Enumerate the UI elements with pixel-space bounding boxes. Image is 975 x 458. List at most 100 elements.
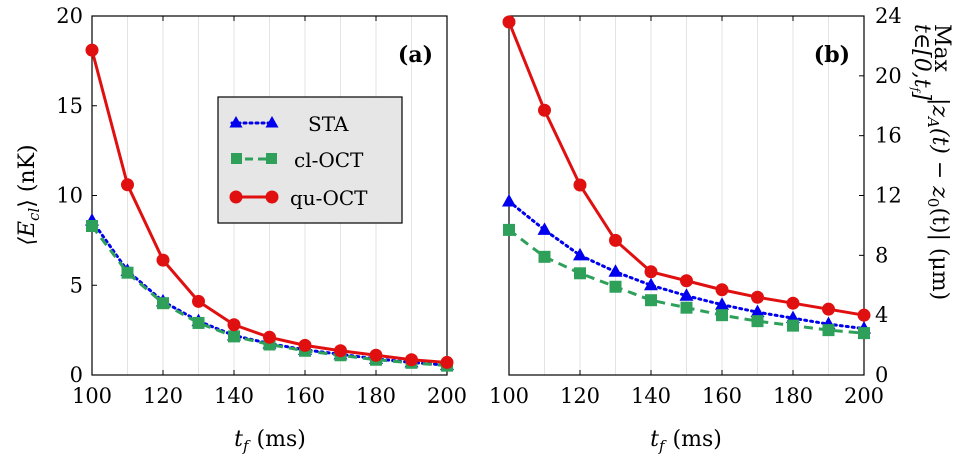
data-point-square <box>121 266 134 279</box>
y-axis-label-a-end: ⟩ (nK) <box>15 144 40 207</box>
x-tick-label: 160 <box>285 384 325 408</box>
data-point-circle <box>644 265 658 279</box>
data-point-triangle <box>679 288 694 301</box>
x-tick-label: 140 <box>631 384 671 408</box>
y-axis-label-b-expr-mid: (t) − z <box>927 128 952 198</box>
y-tick-label: 5 <box>70 273 83 297</box>
y-tick-label: 4 <box>875 303 888 327</box>
y-axis-label-b-expr-sub1: A <box>924 115 942 128</box>
y-axis-label-b-max-word: Max <box>929 24 954 73</box>
y-ticks-b: 0 4 8 12 16 20 24 <box>859 4 902 387</box>
y-tick-label: 16 <box>875 124 902 148</box>
legend-label-sta: STA <box>308 112 349 136</box>
data-point-circle <box>502 15 516 29</box>
y-axis-label-b-expr: |zA(t) − z0(t)| (μm) <box>924 98 952 300</box>
data-point-triangle <box>608 264 623 277</box>
data-point-square <box>503 223 515 236</box>
y-tick-label: 8 <box>875 243 888 267</box>
panel-a: 100 120 140 160 180 200 0 5 10 15 20 (a) tf (ms) ⟨… <box>15 4 467 455</box>
x-tick-label: 120 <box>143 384 183 408</box>
panel-label-b: (b) <box>814 42 850 68</box>
y-tick-label: 20 <box>875 64 902 88</box>
data-point-triangle <box>502 193 516 207</box>
y-axis-label-b-max: Max <box>929 24 954 73</box>
y-axis-label-a-sub: cl <box>25 208 43 221</box>
x-axis-label-b-var: t <box>650 427 659 452</box>
data-point-square <box>645 294 657 307</box>
data-point-square <box>192 316 205 329</box>
legend-marker-square <box>231 153 242 164</box>
legend-item-cl-oct: cl-OCT <box>231 148 364 172</box>
series-b <box>502 15 871 340</box>
y-axis-label-b-expr-main: |z <box>927 98 952 117</box>
data-point-circle <box>440 355 454 369</box>
data-point-circle <box>751 290 764 304</box>
y-axis-label-b: Max t∈[0,tf] |zA(t) − z0(t)| (μm) <box>909 24 954 300</box>
x-axis-label-a-unit: (ms) <box>257 427 306 452</box>
data-point-circle <box>405 353 418 367</box>
x-axis-label-a: tf (ms) <box>234 427 306 455</box>
data-point-circle <box>263 330 276 344</box>
x-tick-label: 180 <box>773 384 813 408</box>
x-tick-label: 200 <box>427 384 467 408</box>
y-axis-label-b-range-main: t∈[0,t <box>909 24 934 88</box>
y-tick-label: 24 <box>875 4 902 28</box>
x-tick-label: 160 <box>702 384 742 408</box>
legend-marker-triangle <box>229 116 243 128</box>
data-point-triangle <box>750 304 765 318</box>
data-point-circle <box>857 308 871 322</box>
data-point-square <box>787 319 799 332</box>
data-point-circle <box>298 338 312 352</box>
legend-label-cl-oct: cl-OCT <box>294 148 364 172</box>
data-point-square <box>751 315 764 328</box>
legend: STA cl-OCT qu-OCT <box>217 96 403 224</box>
data-point-circle <box>680 274 693 288</box>
x-tick-label: 120 <box>560 384 600 408</box>
data-point-circle <box>227 318 241 332</box>
y-tick-label: 20 <box>56 4 83 28</box>
data-point-circle <box>369 348 383 362</box>
x-axis-label-b-unit: (ms) <box>673 427 722 452</box>
x-axis-label-a-sub: f <box>242 437 251 455</box>
y-tick-label: 0 <box>70 363 83 387</box>
data-point-circle <box>573 178 587 192</box>
data-point-square <box>538 250 551 263</box>
legend-item-qu-oct: qu-OCT <box>229 186 368 210</box>
y-axis-label-a-main: ⟨E <box>15 221 40 246</box>
y-tick-label: 15 <box>56 94 83 118</box>
legend-marker-circle <box>229 190 243 204</box>
y-axis-label-b-range-end: ] <box>909 91 934 101</box>
data-point-circle <box>538 103 551 117</box>
x-tick-label: 100 <box>489 384 529 408</box>
y-axis-label-b-range: t∈[0,tf] <box>909 24 934 101</box>
data-point-square <box>574 267 586 280</box>
data-point-triangle <box>644 277 658 291</box>
data-point-square <box>858 327 870 340</box>
x-ticks-b: 100 120 140 160 180 200 <box>489 16 884 408</box>
data-point-square <box>157 297 169 310</box>
legend-item-sta: STA <box>229 112 349 136</box>
y-tick-label: 12 <box>875 184 902 208</box>
data-point-circle <box>121 178 134 192</box>
data-point-square <box>822 324 835 337</box>
y-axis-label-b-expr-sub2: 0 <box>924 198 942 208</box>
data-point-circle <box>156 253 170 267</box>
legend-marker-triangle <box>265 116 279 128</box>
data-point-circle <box>715 283 729 297</box>
x-tick-label: 200 <box>844 384 884 408</box>
panel-b: 100 120 140 160 180 200 0 4 8 12 16 20 24 (b) tf (ms… <box>489 4 954 455</box>
data-point-triangle <box>537 222 552 235</box>
data-point-triangle <box>573 247 587 261</box>
data-point-circle <box>609 233 622 247</box>
x-axis-label-b-sub: f <box>658 437 667 455</box>
data-point-circle <box>192 294 205 308</box>
x-tick-label: 100 <box>72 384 112 408</box>
x-tick-label: 180 <box>356 384 396 408</box>
legend-marker-circle <box>265 190 279 204</box>
series-a <box>85 43 454 372</box>
x-axis-label-b: tf (ms) <box>650 427 722 455</box>
data-point-square <box>609 280 622 293</box>
y-ticks-a: 0 5 10 15 20 <box>56 4 97 387</box>
y-tick-label: 0 <box>875 363 888 387</box>
